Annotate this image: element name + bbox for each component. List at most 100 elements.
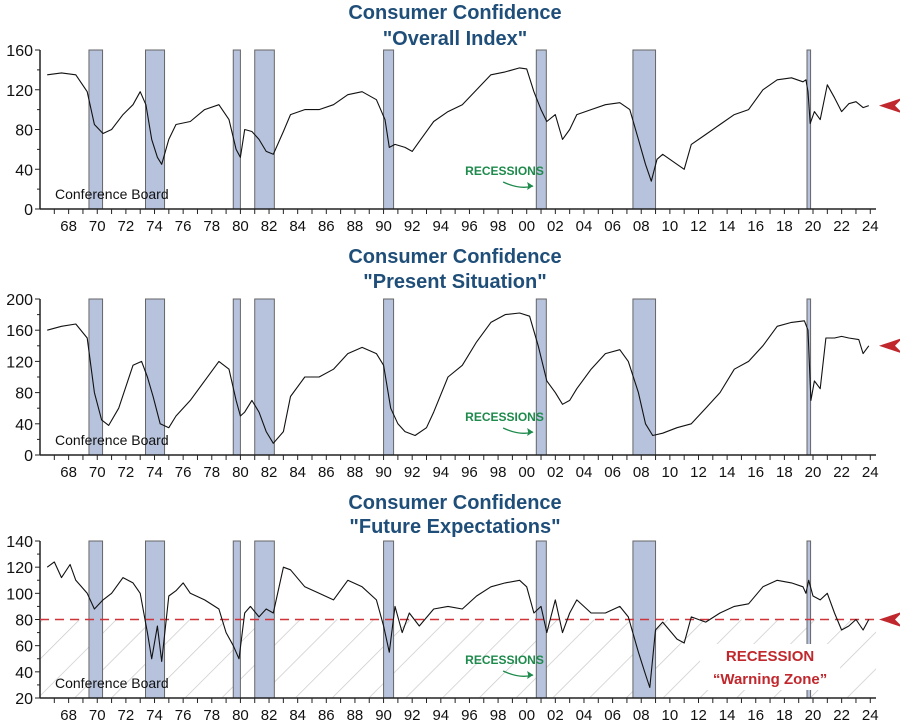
x-tick-label: 88 (347, 464, 364, 481)
x-tick-label: 98 (490, 707, 507, 724)
y-tick-label: 80 (15, 613, 33, 630)
source-label: Conference Board (55, 432, 169, 448)
x-tick-label: 06 (604, 707, 621, 724)
x-tick-label: 22 (833, 707, 850, 724)
y-tick-label: 200 (6, 292, 33, 309)
x-tick-label: 00 (518, 464, 535, 481)
chart-panel-overall: Consumer Confidence "Overall Index" 0 40 8… (0, 0, 900, 240)
x-tick-label: 20 (805, 707, 822, 724)
recessions-annotation: RECESSIONS (465, 653, 544, 667)
recessions-annotation: RECESSIONS (465, 164, 544, 178)
x-tick-label: 74 (146, 707, 163, 724)
x-tick-label: 80 (232, 464, 249, 481)
x-tick-label: 78 (203, 218, 220, 235)
recessions-arrow-head (527, 671, 534, 679)
chart-subtitle: "Present Situation" (363, 271, 547, 293)
x-tick-label: 00 (518, 707, 535, 724)
x-tick-label: 18 (776, 464, 793, 481)
x-tick-label: 82 (261, 218, 278, 235)
x-tick-label: 96 (461, 707, 478, 724)
x-tick-label: 24 (862, 218, 879, 235)
x-tick-label: 18 (776, 707, 793, 724)
x-tick-label: 76 (175, 707, 192, 724)
warning-zone-label: RECESSION (726, 648, 814, 665)
x-tick-label: 10 (662, 707, 679, 724)
x-tick-label: 90 (375, 707, 392, 724)
x-tick-label: 94 (432, 464, 449, 481)
x-tick-label: 22 (833, 464, 850, 481)
latest-value-arrow (879, 338, 900, 353)
x-tick-label: 78 (203, 707, 220, 724)
x-tick-label: 04 (576, 464, 593, 481)
series-line (47, 67, 869, 182)
x-tick-label: 72 (118, 707, 135, 724)
x-tick-label: 16 (747, 218, 764, 235)
y-tick-label: 60 (15, 639, 33, 656)
x-tick-label: 92 (404, 218, 421, 235)
source-label: Conference Board (55, 186, 169, 202)
x-tick-label: 24 (862, 707, 879, 724)
x-tick-label: 86 (318, 464, 335, 481)
y-tick-label: 40 (15, 162, 33, 179)
y-tick-label: 120 (6, 83, 33, 100)
x-tick-label: 22 (833, 218, 850, 235)
x-tick-label: 12 (690, 218, 707, 235)
y-tick-label: 80 (15, 386, 33, 403)
y-tick-label: 0 (24, 448, 33, 465)
y-tick-label: 20 (15, 691, 33, 708)
x-tick-label: 68 (60, 707, 77, 724)
x-tick-label: 84 (289, 707, 306, 724)
recessions-arrow-head (527, 182, 534, 190)
x-tick-label: 90 (375, 218, 392, 235)
x-tick-label: 06 (604, 464, 621, 481)
x-tick-label: 70 (89, 707, 106, 724)
x-tick-label: 92 (404, 707, 421, 724)
x-tick-label: 14 (719, 464, 736, 481)
x-tick-label: 86 (318, 707, 335, 724)
x-tick-label: 18 (776, 218, 793, 235)
x-tick-label: 78 (203, 464, 220, 481)
x-tick-label: 00 (518, 218, 535, 235)
x-tick-label: 02 (547, 707, 564, 724)
x-tick-label: 74 (146, 464, 163, 481)
warning-label-bg (700, 644, 841, 690)
series-line (46, 561, 870, 689)
x-tick-label: 96 (461, 464, 478, 481)
y-tick-label: 80 (15, 123, 33, 140)
x-tick-label: 94 (432, 707, 449, 724)
latest-value-arrow (879, 98, 900, 113)
x-tick-label: 72 (118, 218, 135, 235)
x-tick-label: 90 (375, 464, 392, 481)
x-tick-label: 84 (289, 218, 306, 235)
x-tick-label: 82 (261, 707, 278, 724)
x-tick-label: 04 (576, 707, 593, 724)
x-tick-label: 20 (805, 218, 822, 235)
x-tick-label: 14 (719, 707, 736, 724)
x-tick-label: 08 (633, 218, 650, 235)
y-tick-label: 140 (6, 534, 33, 551)
x-tick-label: 10 (662, 464, 679, 481)
x-tick-label: 86 (318, 218, 335, 235)
x-tick-label: 16 (747, 464, 764, 481)
chart-title: Consumer Confidence (348, 246, 562, 268)
x-tick-label: 14 (719, 218, 736, 235)
x-tick-label: 98 (490, 464, 507, 481)
chart-subtitle: "Overall Index" (382, 28, 528, 50)
y-tick-label: 160 (6, 43, 33, 60)
chart-panel-present: Consumer Confidence "Present Situation" … (6, 246, 900, 481)
x-tick-label: 12 (690, 707, 707, 724)
x-tick-label: 10 (662, 218, 679, 235)
x-tick-label: 76 (175, 218, 192, 235)
y-tick-label: 100 (6, 586, 33, 603)
x-tick-label: 08 (633, 464, 650, 481)
x-tick-label: 88 (347, 707, 364, 724)
y-tick-label: 40 (15, 665, 33, 682)
x-tick-label: 68 (60, 464, 77, 481)
y-tick-label: 120 (6, 354, 33, 371)
x-tick-label: 68 (60, 218, 77, 235)
x-tick-label: 72 (118, 464, 135, 481)
x-tick-label: 96 (461, 218, 478, 235)
